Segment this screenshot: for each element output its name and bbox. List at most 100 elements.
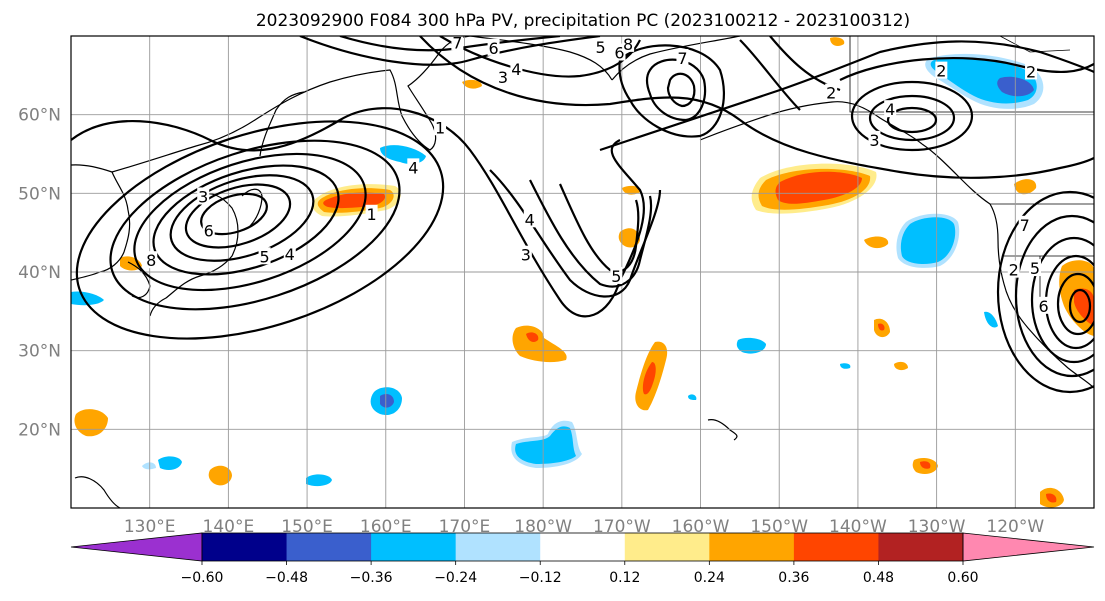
pv-contour-label: 7: [677, 49, 687, 68]
pv-label-background: [145, 251, 158, 269]
pv-contour-label: 6: [614, 44, 624, 63]
pv-contour: [75, 120, 445, 340]
x-tick-label: 130°W: [908, 517, 966, 537]
y-tick-label: 40°N: [18, 263, 61, 283]
pv-label-background: [510, 60, 523, 78]
colorbar-tick-label: −0.24: [434, 570, 477, 586]
pv-contour-label: 2: [1009, 261, 1019, 280]
pv-contour: [839, 56, 1094, 81]
pv-contour: [850, 80, 974, 152]
pv-contour: [184, 183, 292, 249]
pv-contour-label: 1: [435, 118, 445, 137]
pv-contour: [618, 44, 725, 138]
pv-contour-label: 4: [408, 158, 418, 177]
pv-contour: [299, 36, 601, 66]
pv-label-background: [610, 266, 623, 284]
pv-contour: [529, 179, 653, 288]
precip-negative-area: [840, 363, 851, 369]
pv-contour-label: 4: [285, 245, 295, 264]
pv-contour: [71, 107, 645, 318]
chart-title: 2023092900 F084 300 hPa PV, precipitatio…: [256, 11, 910, 31]
colorbar-tick-label: 0.48: [863, 570, 894, 586]
precip-positive-area: [775, 171, 862, 204]
x-tick-label: 170°E: [439, 517, 491, 537]
pv-contour: [200, 192, 268, 236]
precip-positive-area: [1014, 179, 1037, 195]
pv-contour-label: 5: [596, 38, 606, 57]
pv-contour-label: 8: [623, 35, 633, 54]
pv-contour: [152, 164, 340, 276]
pv-contour-label: 7: [1020, 216, 1030, 235]
colorbar-segment: [793, 533, 879, 561]
pv-contour: [1030, 236, 1094, 364]
hokkaido-coastline: [241, 188, 263, 227]
colorbar-segment: [371, 533, 457, 561]
colorbar-frame: [201, 532, 964, 562]
precip-negative-area: [984, 311, 998, 328]
pv-label-background: [1025, 62, 1038, 80]
pv-label-background: [258, 247, 271, 265]
y-axis-ticks: 20°N 30°N 40°N 50°N 60°N: [18, 106, 61, 441]
precip-positive-area: [208, 465, 232, 486]
pv-contour: [133, 152, 367, 292]
precip-positive-area: [1046, 493, 1057, 503]
precip-positive-area: [512, 325, 567, 363]
pv-contour-label: 2: [1026, 62, 1036, 81]
philippines-coastline: [74, 476, 121, 508]
precip-negative-area: [142, 462, 156, 470]
pv-contour: [169, 174, 315, 262]
pv-contour: [886, 106, 938, 134]
colorbar-segment: [202, 533, 288, 561]
pv-label-background: [1007, 260, 1020, 278]
precip-positive-area: [894, 361, 908, 371]
pv-contour-label: 5: [611, 267, 621, 286]
pv-label-background: [451, 36, 464, 51]
pv-label-background: [676, 49, 689, 67]
pv-contour-label: 6: [1039, 297, 1049, 316]
pv-label-background: [519, 245, 532, 263]
y-tick-label: 20°N: [18, 420, 61, 440]
precip-positive-area: [878, 323, 885, 331]
pv-contour-label: 5: [259, 247, 269, 266]
pv-contour-label: 6: [204, 221, 214, 240]
alaska-canada-border: [849, 36, 1094, 113]
precip-negative-area: [688, 394, 697, 400]
pv-label-background: [197, 187, 210, 205]
pv-contour: [1056, 272, 1094, 336]
pv-label-background: [523, 210, 536, 228]
pv-label-background: [884, 100, 897, 118]
pv-contour: [868, 94, 956, 142]
pv-contour-label: 8: [146, 251, 156, 270]
pv-contour-label: 3: [869, 131, 879, 150]
pv-label-background: [825, 83, 838, 101]
colorbar-extend-low: [70, 532, 203, 562]
graticule: [71, 36, 1094, 508]
pv-contour: [109, 139, 401, 311]
precip-positive-area: [830, 37, 845, 46]
pv-contour-label: 6: [488, 39, 498, 58]
colorbar-tick-label: 0.36: [778, 570, 809, 586]
pv-contour: [666, 72, 696, 108]
precip-positive-area: [642, 362, 656, 395]
pv-contour-label: 5: [1030, 259, 1040, 278]
x-tick-label: 120°W: [986, 517, 1044, 537]
colorbar-segment: [540, 533, 626, 561]
pv-label-background: [283, 244, 296, 262]
map-frame: [70, 35, 1095, 509]
pv-label-background: [594, 38, 607, 56]
asia-coastline: [71, 164, 131, 281]
precip-positive-area: [920, 461, 931, 469]
precip-positive-area: [622, 185, 641, 195]
x-tick-label: 140°E: [203, 517, 255, 537]
pv-label-background: [487, 38, 500, 56]
x-tick-label: 150°W: [750, 517, 808, 537]
colorbar-tick-label: −0.12: [519, 570, 562, 586]
colorbar: −0.60 −0.48 −0.36 −0.24 −0.12 0.12 0.24 0.36 0.4…: [70, 532, 1095, 586]
pv-label-background: [407, 158, 420, 176]
pv-contour-label: 7: [452, 33, 462, 52]
aleutian-alaska-coastline: [699, 101, 923, 145]
pv-contour: [996, 190, 1094, 394]
precip-negative-area: [71, 291, 104, 306]
